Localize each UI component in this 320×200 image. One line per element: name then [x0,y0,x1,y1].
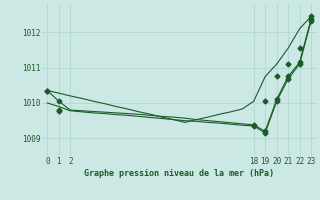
X-axis label: Graphe pression niveau de la mer (hPa): Graphe pression niveau de la mer (hPa) [84,169,274,178]
